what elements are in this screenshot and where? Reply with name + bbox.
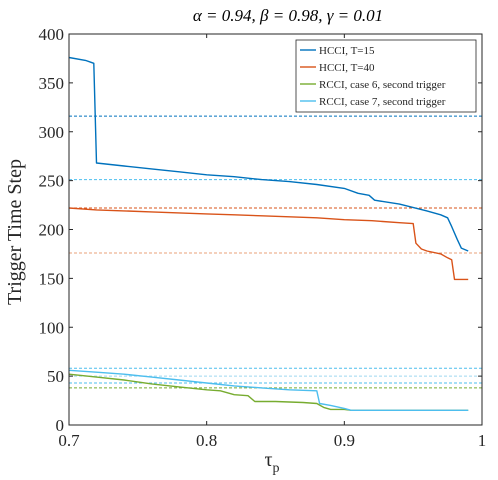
reference-lines xyxy=(69,115,482,389)
y-tick-label: 200 xyxy=(39,221,65,240)
y-tick-label: 100 xyxy=(39,318,65,337)
y-tick-label: 350 xyxy=(39,74,65,93)
x-tick-label: 1 xyxy=(478,431,487,450)
x-tick-label: 0.9 xyxy=(334,431,355,450)
legend-box xyxy=(295,39,477,113)
legend-label-4: RCCI, case 7, second trigger xyxy=(319,96,446,108)
y-axis: 0 50 100 150 200 250 300 350 400 xyxy=(39,25,482,435)
series-group xyxy=(68,56,469,411)
x-axis-title-symbol: τ xyxy=(264,449,272,471)
y-tick-label: 0 xyxy=(56,416,65,435)
y-tick-label: 400 xyxy=(39,25,65,44)
series-line-4 xyxy=(68,369,469,411)
series-line-1 xyxy=(68,56,469,252)
chart-title: α = 0.94, β = 0.98, γ = 0.01 xyxy=(193,6,383,25)
x-axis: 0.7 0.8 0.9 1 xyxy=(58,34,486,450)
x-axis-title: τp xyxy=(264,449,279,476)
x-tick-label: 0.8 xyxy=(196,431,217,450)
y-tick-label: 150 xyxy=(39,269,65,288)
x-tick-label: 0.7 xyxy=(58,431,80,450)
legend-label-3: RCCI, case 6, second trigger xyxy=(319,79,446,91)
legend-label-1: HCCI, T=15 xyxy=(319,45,375,57)
x-axis-title-subscript: p xyxy=(273,461,280,476)
legend: HCCI, T=15 HCCI, T=40 RCCI, case 6, second… xyxy=(295,39,477,113)
y-axis-title: Trigger Time Step xyxy=(4,159,26,305)
y-tick-label: 250 xyxy=(39,172,65,191)
y-tick-label: 300 xyxy=(39,123,65,142)
y-tick-label: 50 xyxy=(47,367,64,386)
legend-label-2: HCCI, T=40 xyxy=(319,62,375,74)
series-line-2 xyxy=(68,207,469,281)
